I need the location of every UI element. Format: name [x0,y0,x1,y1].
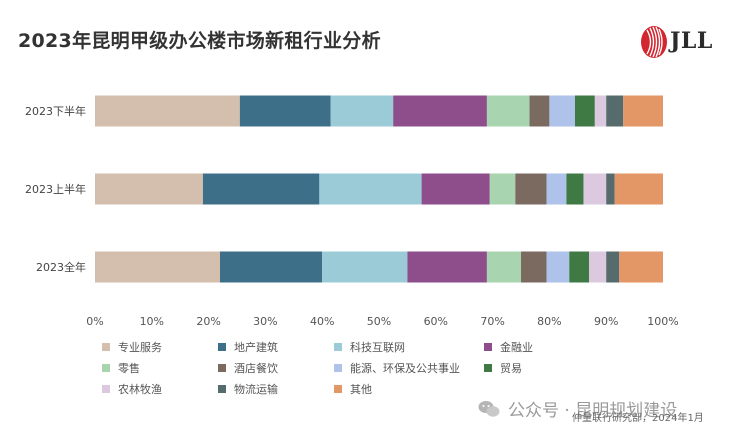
x-tick-label-1: 10% [140,315,164,328]
legend-swatch [218,343,226,351]
bar-segment-0-1 [239,95,331,127]
bar-segment-2-10 [619,251,663,283]
bar-segment-0-0 [95,95,240,127]
bar-segment-1-0 [95,173,203,205]
wechat-icon [478,400,500,417]
x-axis-tick-labels: 0% 10% 20% 30% 40% 50% 60% 70% 80% 90% 100% [86,315,678,328]
bar-segment-0-9 [606,95,624,127]
legend-label: 专业服务 [118,341,162,354]
legend-label: 能源、环保及公共事业 [350,362,460,375]
legend-label: 物流运输 [234,383,278,396]
legend-label: 贸易 [500,362,522,375]
legend-label: 科技互联网 [350,341,405,354]
y-axis-labels: 2023下半年 2023上半年 2023全年 [25,104,86,274]
legend-swatch [334,385,342,393]
legend-swatch [218,385,226,393]
bar-segment-0-2 [330,95,394,127]
legend-label: 其他 [350,383,372,396]
legend-item-4: 零售 [102,360,140,376]
watermark: 公众号 · 昆明规划建设 [478,396,677,421]
watermark-text: 公众号 · 昆明规划建设 [508,401,678,421]
legend-label: 酒店餐饮 [234,362,278,375]
bar-segment-1-7 [566,173,584,205]
bar-segment-1-2 [319,173,422,205]
bar-segment-2-6 [546,251,570,283]
legend-item-1: 地产建筑 [218,339,278,355]
chart-title: 2023年昆明甲级办公楼市场新租行业分析 [18,30,381,52]
bar-segment-1-3 [421,173,490,205]
bar-segment-1-10 [614,173,663,205]
x-tick-label-0: 0% [86,315,103,328]
y-axis-label-1: 2023上半年 [25,182,86,196]
bar-segment-2-4 [486,251,521,283]
x-tick-label-4: 40% [310,315,334,328]
legend-label: 农林牧渔 [118,383,162,396]
legend-swatch [102,385,110,393]
bar-segment-1-5 [515,173,547,205]
bar-segment-0-3 [393,95,487,127]
source-note: 仲量联行研究部，2024年1月 [572,413,704,424]
bar-segment-1-1 [202,173,320,205]
bar-segment-1-4 [489,173,516,205]
y-axis-label-0: 2023下半年 [25,104,86,118]
legend-item-3: 金融业 [484,339,533,355]
bar-segment-1-9 [606,173,615,205]
x-tick-label-10: 100% [647,315,678,328]
x-tick-label-3: 30% [253,315,277,328]
legend-item-2: 科技互联网 [334,339,405,355]
x-tick-label-7: 70% [480,315,504,328]
bar-segment-2-3 [407,251,487,283]
x-tick-label-5: 50% [367,315,391,328]
legend-item-6: 能源、环保及公共事业 [334,360,460,376]
bar-segment-0-5 [529,95,550,127]
bar-segment-1-8 [583,173,607,205]
jll-logo-text: JLL [670,28,713,54]
bar-segment-0-4 [486,95,530,127]
legend-label: 金融业 [500,341,533,354]
legend-label: 零售 [118,362,140,375]
legend-item-5: 酒店餐饮 [218,360,278,376]
bar-segment-2-5 [521,251,547,283]
chart-legend: 专业服务 地产建筑 科技互联网 金融业零售 酒店餐饮 能源、环保及公共事业 贸易农林牧渔 物流… [102,339,622,399]
x-tick-label-6: 60% [424,315,448,328]
legend-item-0: 专业服务 [102,339,162,355]
y-axis-label-2: 2023全年 [36,260,86,274]
legend-swatch [484,364,492,372]
bar-segment-2-8 [589,251,607,283]
legend-item-7: 贸易 [484,360,522,376]
x-tick-label-8: 80% [537,315,561,328]
bar-segment-0-8 [594,95,607,127]
legend-swatch [484,343,492,351]
legend-item-9: 物流运输 [218,381,278,397]
bar-segment-2-0 [95,251,220,283]
bar-segment-0-6 [549,95,575,127]
legend-swatch [218,364,226,372]
legend-item-8: 农林牧渔 [102,381,162,397]
x-tick-label-9: 90% [594,315,618,328]
bar-segment-0-10 [623,95,663,127]
bar-segment-2-2 [322,251,408,283]
legend-swatch [334,364,342,372]
bar-segment-0-7 [574,95,595,127]
jll-logo-icon [641,26,667,58]
bar-segment-2-1 [219,251,323,283]
bar-segment-2-7 [569,251,590,283]
bar-segment-2-9 [606,251,620,283]
legend-swatch [334,343,342,351]
legend-item-10: 其他 [334,381,372,397]
legend-swatch [102,364,110,372]
legend-swatch [102,343,110,351]
bar-segment-1-6 [546,173,567,205]
legend-label: 地产建筑 [234,341,278,354]
x-tick-label-2: 20% [196,315,220,328]
chart-bars [95,95,663,283]
